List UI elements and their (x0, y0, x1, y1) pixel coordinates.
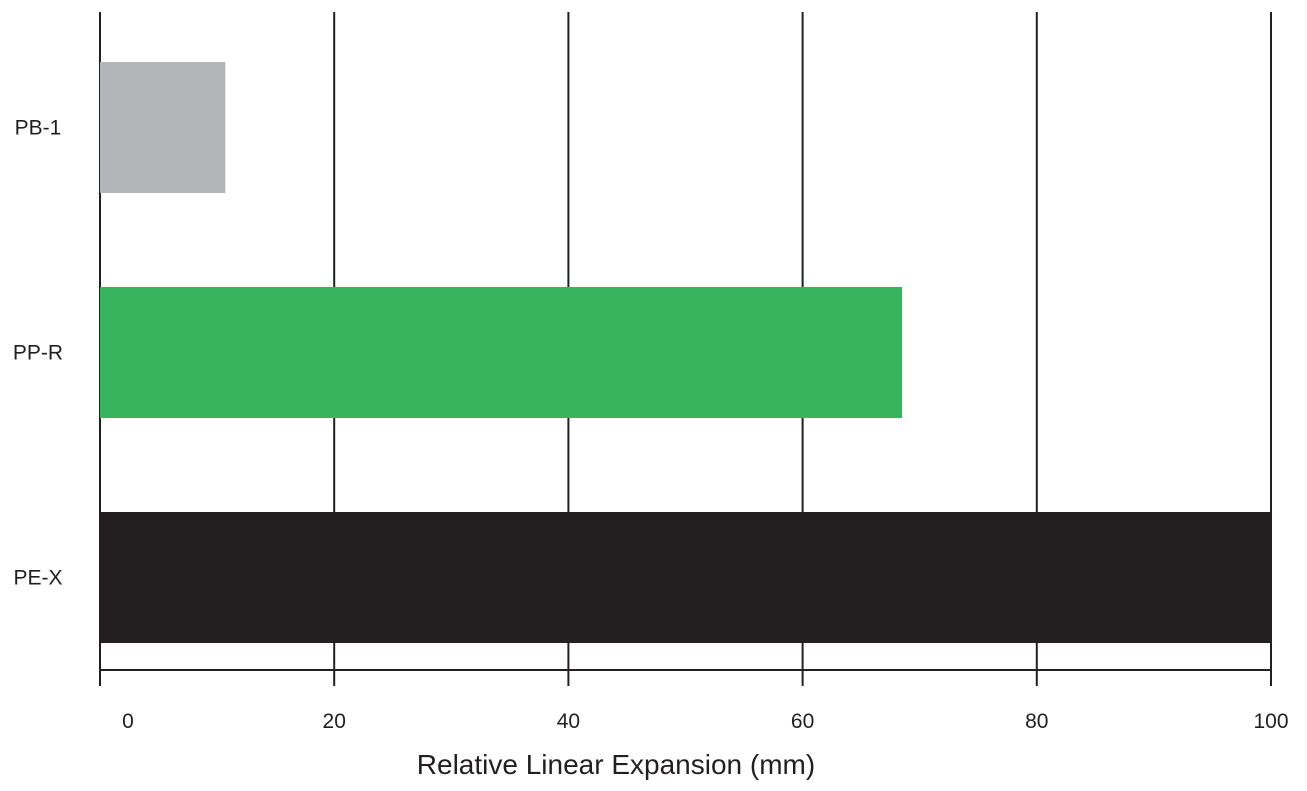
bars (100, 62, 1271, 643)
x-tick-label-80: 80 (1025, 710, 1048, 733)
x-tick-label-40: 40 (557, 710, 580, 733)
x-tick-label-0: 0 (122, 710, 134, 733)
category-label-pb-1: PB-1 (15, 117, 62, 140)
x-tick-label-100: 100 (1253, 710, 1288, 733)
x-axis-title: Relative Linear Expansion (mm) (417, 749, 815, 780)
bar-pp-r (100, 287, 903, 418)
category-label-pp-r: PP-R (13, 342, 63, 365)
x-tick-label-20: 20 (323, 710, 346, 733)
bar-pe-x (100, 512, 1271, 643)
x-axis: 0 20 40 60 80 100 (100, 669, 1289, 733)
bar-pb-1 (100, 62, 226, 193)
category-label-pe-x: PE-X (13, 567, 62, 590)
category-labels: PB-1 PP-R PE-X (13, 117, 63, 590)
x-tick-label-60: 60 (791, 710, 814, 733)
